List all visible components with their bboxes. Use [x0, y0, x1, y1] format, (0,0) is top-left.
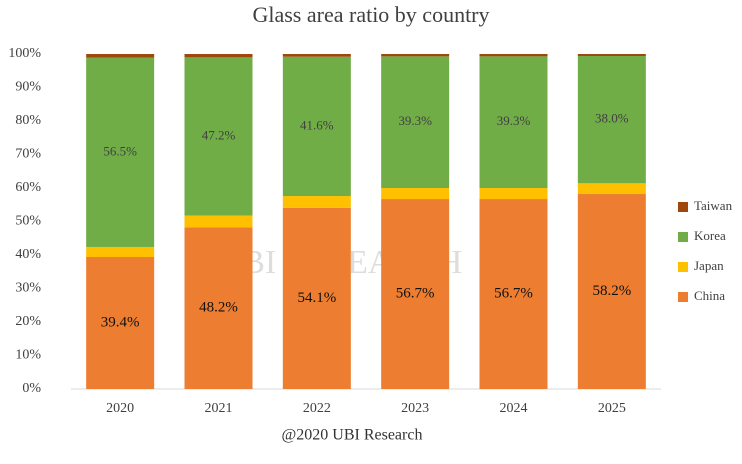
y-tick-label: 70% — [15, 147, 41, 162]
x-tick-label: 2025 — [598, 401, 626, 416]
data-label: 58.2% — [592, 283, 631, 299]
legend-label: Korea — [694, 228, 726, 243]
y-tick-label: 40% — [15, 247, 41, 262]
data-label: 38.0% — [595, 111, 629, 126]
bar-segment — [479, 54, 548, 57]
bar-segment — [86, 257, 155, 389]
x-tick-label: 2021 — [205, 401, 233, 416]
data-label: 39.3% — [398, 113, 432, 128]
bar-segment — [282, 207, 351, 389]
bar-segment — [282, 196, 351, 208]
bar-segment — [381, 54, 450, 57]
bar-segment — [577, 54, 646, 57]
bar-segment — [479, 56, 548, 188]
legend-swatch — [678, 262, 688, 272]
bar-segment — [577, 183, 646, 195]
chart-title: Glass area ratio by country — [252, 2, 489, 27]
legend-label: Japan — [694, 258, 724, 273]
bar-segment — [86, 246, 155, 258]
legend-swatch — [678, 292, 688, 302]
bar-segment — [479, 188, 548, 200]
y-tick-label: 80% — [15, 113, 41, 128]
bar-segment — [479, 199, 548, 389]
bar-segment — [86, 54, 155, 58]
legend-label: China — [694, 288, 725, 303]
source: @2020 UBI Research — [282, 427, 423, 444]
data-label: 56.5% — [103, 143, 137, 158]
legend-swatch — [678, 202, 688, 212]
x-tick-label: 2022 — [303, 401, 331, 416]
x-tick-label: 2024 — [500, 401, 528, 416]
x-tick-label: 2020 — [106, 401, 134, 416]
legend-label: Taiwan — [694, 198, 733, 213]
bar-segment — [184, 54, 253, 58]
bar-segment — [86, 57, 155, 247]
bar-segment — [282, 54, 351, 57]
bar-segment — [282, 56, 351, 197]
data-label: 56.7% — [494, 285, 533, 301]
legend-swatch — [678, 232, 688, 242]
bar-segment — [381, 188, 450, 200]
bar-segment — [577, 194, 646, 389]
bar-segment — [184, 57, 253, 216]
data-label: 39.3% — [497, 113, 531, 128]
y-tick-label: 60% — [15, 180, 41, 195]
bar-segment — [184, 227, 253, 389]
bar-segment — [577, 56, 646, 184]
bar-segment — [184, 215, 253, 228]
bar-segment — [381, 199, 450, 389]
y-tick-label: 30% — [15, 281, 41, 296]
y-tick-label: 10% — [15, 348, 41, 363]
y-tick-label: 100% — [8, 46, 41, 61]
data-label: 56.7% — [396, 285, 435, 301]
bar-segment — [381, 56, 450, 188]
data-label: 54.1% — [297, 290, 336, 306]
data-label: 47.2% — [202, 127, 236, 142]
data-label: 41.6% — [300, 117, 334, 132]
y-tick-label: 20% — [15, 314, 41, 329]
y-tick-label: 90% — [15, 80, 41, 95]
y-tick-label: 0% — [22, 381, 41, 396]
data-label: 39.4% — [101, 314, 140, 330]
y-tick-label: 50% — [15, 214, 41, 229]
data-label: 48.2% — [199, 300, 238, 316]
x-tick-label: 2023 — [401, 401, 429, 416]
